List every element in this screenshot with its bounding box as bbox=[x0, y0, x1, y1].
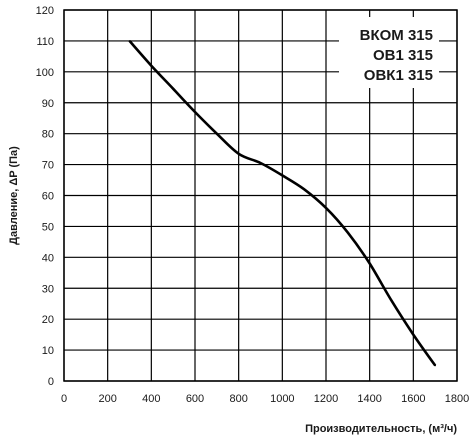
y-axis-title: Давление, ΔP (Па) bbox=[8, 146, 20, 245]
series-layer bbox=[128, 40, 437, 367]
y-tick-label: 60 bbox=[42, 191, 54, 203]
x-axis-title: Производительность, (м³/ч) bbox=[305, 423, 457, 435]
data-point bbox=[128, 40, 131, 42]
x-tick-label: 1400 bbox=[357, 393, 381, 405]
model-label-1: ВКОМ 315 bbox=[360, 27, 433, 44]
x-tick-label: 1600 bbox=[401, 393, 425, 405]
x-tick-label: 600 bbox=[186, 393, 204, 405]
y-tick-label: 10 bbox=[42, 345, 54, 357]
y-tick-label: 90 bbox=[42, 98, 54, 110]
y-tick-label: 0 bbox=[48, 376, 54, 388]
x-tick-label: 0 bbox=[61, 393, 67, 405]
data-point bbox=[172, 88, 174, 90]
tick-labels: 0 200 400 600 800 1000 1200 1400 1600 1800 0 10 20 30… bbox=[36, 5, 470, 405]
data-point bbox=[347, 231, 349, 234]
y-tick-label: 110 bbox=[36, 36, 54, 48]
data-point bbox=[303, 188, 306, 191]
x-tick-label: 200 bbox=[98, 393, 116, 405]
data-point bbox=[412, 333, 415, 336]
x-tick-label: 1000 bbox=[270, 393, 294, 405]
x-tick-label: 1800 bbox=[445, 393, 469, 405]
x-tick-label: 1200 bbox=[314, 393, 338, 405]
legend-background bbox=[339, 17, 439, 88]
y-tick-label: 100 bbox=[36, 67, 54, 79]
y-tick-label: 30 bbox=[42, 283, 54, 295]
model-label-2: ОВ1 315 bbox=[373, 47, 433, 64]
y-tick-label: 20 bbox=[42, 314, 54, 326]
data-point bbox=[281, 174, 284, 177]
model-label-3: ОВК1 315 bbox=[364, 67, 433, 84]
y-tick-label: 80 bbox=[42, 129, 54, 141]
data-point bbox=[390, 299, 393, 302]
data-point bbox=[194, 111, 196, 113]
y-tick-label: 120 bbox=[36, 5, 54, 17]
data-point bbox=[325, 207, 327, 209]
x-tick-label: 400 bbox=[142, 393, 160, 405]
y-tick-label: 40 bbox=[42, 252, 54, 264]
model-legend: ВКОМ 315 ОВ1 315 ОВК1 315 bbox=[339, 17, 439, 88]
x-tick-label: 800 bbox=[229, 393, 247, 405]
data-point bbox=[259, 162, 262, 164]
data-point bbox=[368, 262, 371, 265]
data-point bbox=[237, 153, 240, 155]
y-tick-label: 70 bbox=[42, 160, 54, 172]
plot-frame bbox=[63, 9, 458, 382]
y-tick-label: 50 bbox=[42, 221, 54, 233]
data-point bbox=[434, 364, 437, 367]
data-point bbox=[150, 64, 153, 67]
data-point bbox=[216, 132, 218, 135]
